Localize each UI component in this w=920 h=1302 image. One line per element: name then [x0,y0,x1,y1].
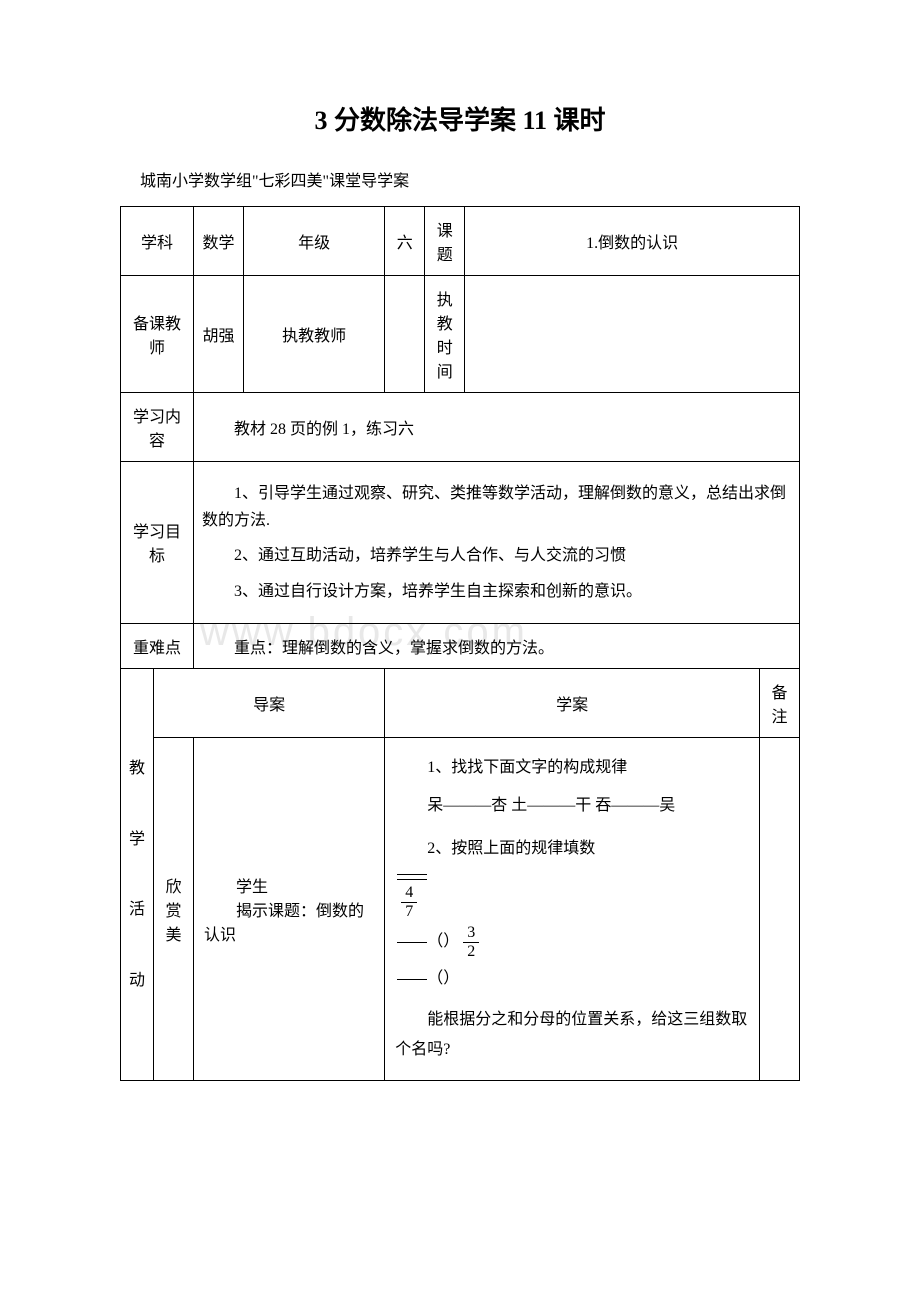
objective-item: 1、引导学生通过观察、研究、类推等数学活动，理解倒数的意义，总结出求倒数的方法. [202,480,791,534]
difficulty-text: 重点：理解倒数的含义，掌握求倒数的方法。 [234,640,554,657]
lesson-plan-table: 学科 数学 年级 六 课题 1.倒数的认识 备课教师 胡强 执教教师 执教时间 … [120,206,800,1081]
blank-line [397,874,427,875]
xuean-chars: 呆———杏 土———干 吞———吴 [395,791,749,821]
fraction: 3 2 [463,924,479,960]
daoan-line: 学生 [204,873,374,897]
fraction-block: 4 7 （） 3 2 （） [397,874,749,995]
table-row: 学习内容 教材 28 页的例 1，练习六 [121,393,800,462]
note-header: 备注 [760,668,800,737]
objectives-label: 学习目标 [121,462,194,624]
blank-line [397,879,427,880]
paren-text: （） [427,964,459,994]
denominator: 7 [401,903,417,921]
numerator: 3 [463,924,479,943]
xuean-cell: 1、找找下面文字的构成规律 呆———杏 土———干 吞———吴 2、按照上面的规… [385,737,760,1081]
note-cell [760,737,800,1081]
xuean-header: 学案 [385,668,760,737]
document-subtitle: 城南小学数学组"七彩四美"课堂导学案 [140,167,800,191]
blank-line [397,942,427,943]
xuean-question: 能根据分之和分母的位置关系，给这三组数取个名吗? [395,1005,749,1066]
grade-label: 年级 [244,207,385,276]
table-row: 学习目标 1、引导学生通过观察、研究、类推等数学活动，理解倒数的意义，总结出求倒… [121,462,800,624]
objective-item: 2、通过互助活动，培养学生与人合作、与人交流的习惯 [202,542,791,569]
table-row: 学科 数学 年级 六 课题 1.倒数的认识 [121,207,800,276]
table-row: 欣赏美 学生 揭示课题：倒数的认识 1、找找下面文字的构成规律 呆———杏 土—… [121,737,800,1081]
grade-value: 六 [385,207,425,276]
document-title: 3 分数除法导学案 11 课时 [120,100,800,137]
difficulty-label: 重难点 [121,623,194,668]
subject-value: 数学 [194,207,244,276]
table-row: 教学活动 导案 学案 备注 [121,668,800,737]
topic-label: 课题 [425,207,465,276]
table-row: 重难点 重点：理解倒数的含义，掌握求倒数的方法。 [121,623,800,668]
content-value: 教材 28 页的例 1，练习六 [194,393,800,462]
exec-time-label: 执教时间 [425,276,465,393]
paren-text: （） [427,927,459,957]
topic-value: 1.倒数的认识 [465,207,800,276]
table-row: 备课教师 胡强 执教教师 执教时间 [121,276,800,393]
objective-item: 3、通过自行设计方案，培养学生自主探索和创新的意识。 [202,578,791,605]
exec-teacher-label: 执教教师 [244,276,385,393]
daoan-cell: 学生 揭示课题：倒数的认识 [194,737,385,1081]
objectives-cell: 1、引导学生通过观察、研究、类推等数学活动，理解倒数的意义，总结出求倒数的方法.… [194,462,800,624]
exec-teacher-value [385,276,425,393]
activity-column: 教学活动 [121,668,154,1081]
prep-teacher-value: 胡强 [194,276,244,393]
appreciate-label: 欣赏美 [154,737,194,1081]
fraction: 4 7 [401,884,417,920]
prep-teacher-label: 备课教师 [121,276,194,393]
xuean-question: 1、找找下面文字的构成规律 [395,753,749,783]
difficulty-value: 重点：理解倒数的含义，掌握求倒数的方法。 [194,623,800,668]
daoan-header: 导案 [154,668,385,737]
content-label: 学习内容 [121,393,194,462]
subject-label: 学科 [121,207,194,276]
numerator: 4 [401,884,417,903]
denominator: 2 [463,943,479,961]
xuean-question: 2、按照上面的规律填数 [395,834,749,864]
daoan-line: 揭示课题：倒数的认识 [204,897,374,945]
exec-time-value [465,276,800,393]
blank-line [397,979,427,980]
